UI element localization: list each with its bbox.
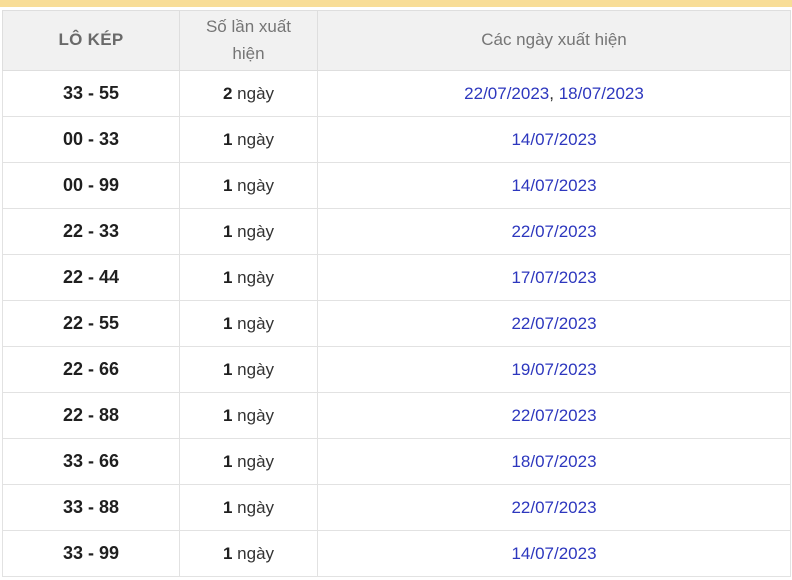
pair-cell: 33 - 88 [2, 484, 180, 531]
count-unit: ngày [237, 543, 275, 563]
dates-cell: 22/07/2023 [317, 392, 791, 439]
column-header-so-lan-xuat-hien: Số lần xuất hiện [179, 10, 318, 71]
count-value: 1 [222, 405, 233, 425]
date-link[interactable]: 22/07/2023 [511, 405, 597, 425]
pair-cell: 00 - 33 [2, 116, 180, 163]
dates-cell: 19/07/2023 [317, 346, 791, 393]
count-value: 1 [222, 313, 233, 333]
count-value: 1 [222, 451, 233, 471]
count-cell: 1 ngày [179, 116, 318, 163]
count-unit: ngày [237, 451, 275, 471]
table-row: 22 - 88 1 ngày 22/07/2023 [2, 392, 791, 439]
date-link[interactable]: 17/07/2023 [511, 267, 597, 287]
pair-cell: 33 - 66 [2, 438, 180, 485]
pair-cell: 22 - 88 [2, 392, 180, 439]
dates-cell: 14/07/2023 [317, 116, 791, 163]
table-row: 00 - 33 1 ngày 14/07/2023 [2, 116, 791, 163]
count-unit: ngày [237, 405, 275, 425]
count-unit: ngày [237, 313, 275, 333]
date-link[interactable]: 14/07/2023 [511, 543, 597, 563]
dates-cell: 14/07/2023 [317, 530, 791, 577]
date-link[interactable]: 18/07/2023 [511, 451, 597, 471]
table-row: 22 - 33 1 ngày 22/07/2023 [2, 208, 791, 255]
dates-cell: 22/07/2023 [317, 300, 791, 347]
date-link[interactable]: 18/07/2023 [558, 83, 644, 103]
table-row: 22 - 44 1 ngày 17/07/2023 [2, 254, 791, 301]
count-unit: ngày [237, 497, 275, 517]
count-value: 1 [222, 221, 233, 241]
count-value: 1 [222, 497, 233, 517]
table-row: 22 - 66 1 ngày 19/07/2023 [2, 346, 791, 393]
date-link[interactable]: 22/07/2023 [464, 83, 550, 103]
pair-cell: 22 - 55 [2, 300, 180, 347]
count-cell: 1 ngày [179, 484, 318, 531]
count-cell: 1 ngày [179, 530, 318, 577]
date-link[interactable]: 22/07/2023 [511, 313, 597, 333]
table-row: 33 - 99 1 ngày 14/07/2023 [2, 530, 791, 577]
column-header-lo-kep: LÔ KÉP [2, 10, 180, 71]
table-row: 22 - 55 1 ngày 22/07/2023 [2, 300, 791, 347]
header-row: LÔ KÉP Số lần xuất hiện Các ngày xuất hi… [2, 10, 791, 71]
pair-cell: 22 - 66 [2, 346, 180, 393]
count-unit: ngày [237, 83, 275, 103]
date-link[interactable]: 22/07/2023 [511, 497, 597, 517]
count-cell: 1 ngày [179, 438, 318, 485]
count-cell: 1 ngày [179, 392, 318, 439]
count-value: 1 [222, 543, 233, 563]
column-header-cac-ngay-xuat-hien: Các ngày xuất hiện [317, 10, 791, 71]
dates-cell: 22/07/2023, 18/07/2023 [317, 70, 791, 117]
table-row: 33 - 88 1 ngày 22/07/2023 [2, 484, 791, 531]
table-row: 00 - 99 1 ngày 14/07/2023 [2, 162, 791, 209]
dates-cell: 14/07/2023 [317, 162, 791, 209]
count-cell: 1 ngày [179, 208, 318, 255]
pair-cell: 00 - 99 [2, 162, 180, 209]
pair-cell: 33 - 99 [2, 530, 180, 577]
count-unit: ngày [237, 267, 275, 287]
date-separator: , [549, 83, 559, 103]
count-value: 1 [222, 129, 233, 149]
count-cell: 2 ngày [179, 70, 318, 117]
dates-cell: 18/07/2023 [317, 438, 791, 485]
count-unit: ngày [237, 175, 275, 195]
highlight-bar [0, 0, 792, 7]
count-unit: ngày [237, 129, 275, 149]
date-link[interactable]: 14/07/2023 [511, 175, 597, 195]
dates-cell: 17/07/2023 [317, 254, 791, 301]
pair-cell: 22 - 33 [2, 208, 180, 255]
count-value: 2 [222, 83, 233, 103]
dates-cell: 22/07/2023 [317, 484, 791, 531]
date-link[interactable]: 14/07/2023 [511, 129, 597, 149]
date-link[interactable]: 19/07/2023 [511, 359, 597, 379]
count-value: 1 [222, 175, 233, 195]
count-value: 1 [222, 359, 233, 379]
table-body: 33 - 55 2 ngày 22/07/2023, 18/07/2023 00 - … [2, 70, 791, 577]
count-unit: ngày [237, 359, 275, 379]
pair-cell: 22 - 44 [2, 254, 180, 301]
count-cell: 1 ngày [179, 162, 318, 209]
pair-cell: 33 - 55 [2, 70, 180, 117]
table-row: 33 - 66 1 ngày 18/07/2023 [2, 438, 791, 485]
count-value: 1 [222, 267, 233, 287]
count-cell: 1 ngày [179, 300, 318, 347]
lo-kep-stats-table: LÔ KÉP Số lần xuất hiện Các ngày xuất hi… [2, 10, 791, 577]
dates-cell: 22/07/2023 [317, 208, 791, 255]
table-row: 33 - 55 2 ngày 22/07/2023, 18/07/2023 [2, 70, 791, 117]
count-cell: 1 ngày [179, 346, 318, 393]
date-link[interactable]: 22/07/2023 [511, 221, 597, 241]
count-unit: ngày [237, 221, 275, 241]
count-cell: 1 ngày [179, 254, 318, 301]
